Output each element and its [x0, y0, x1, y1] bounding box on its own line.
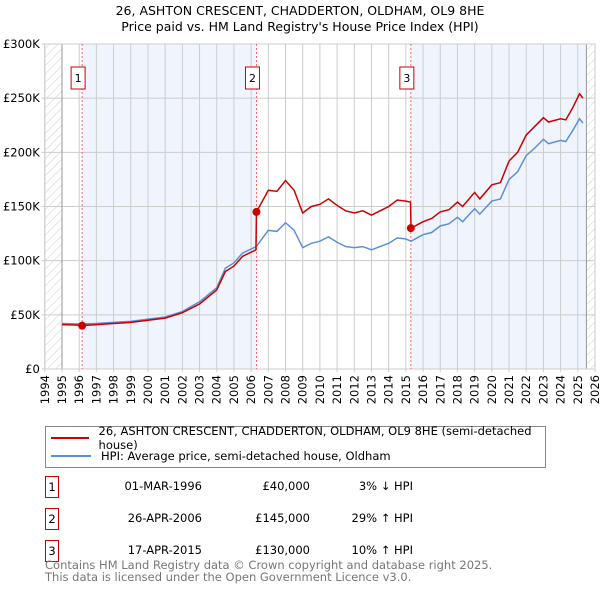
x-tick-label: 2023: [536, 375, 550, 404]
x-tick-label: 2024: [554, 375, 568, 404]
hpi-line: [61, 117, 584, 325]
x-tick-label: 2016: [416, 375, 430, 404]
sale-row: 2 26-APR-2006 £145,000 29% ↑ HPI: [45, 508, 565, 530]
x-tick-label: 2020: [485, 375, 499, 404]
x-tick-label: 1995: [55, 375, 69, 404]
legend-swatch-red: [51, 437, 89, 439]
y-tick-label: £150K: [3, 200, 40, 214]
y-tick-label: £300K: [3, 37, 40, 51]
sale-point: [252, 207, 261, 216]
x-tick-label: 2008: [279, 375, 293, 404]
legend-label: HPI: Average price, semi-detached house,…: [101, 449, 391, 463]
x-tick-label: 2005: [227, 375, 241, 404]
x-tick-label: 2021: [502, 375, 516, 404]
footer-line-2: This data is licensed under the Open Gov…: [45, 570, 412, 584]
sale-number: 3: [45, 540, 59, 562]
plot-area: 1994 1995 1996 1997 1998 1999 2000 2001 2002 2003…: [3, 37, 600, 404]
sale-date: 01-MAR-1996: [124, 479, 202, 493]
sale-label-number: 1: [75, 72, 82, 85]
x-tick-label: 1999: [124, 375, 138, 404]
x-tick-label: 2018: [450, 375, 464, 404]
y-tick-label: £100K: [3, 254, 40, 268]
legend: 26, ASHTON CRESCENT, CHADDERTON, OLDHAM,…: [45, 424, 546, 468]
x-tick-label: 2022: [519, 375, 533, 404]
x-tick-label: 2010: [313, 375, 327, 404]
x-tick-label: 2004: [210, 375, 224, 404]
sale-label-box: [399, 66, 415, 90]
sale-price: £130,000: [255, 543, 310, 557]
plot-border: [44, 43, 596, 370]
legend-item-hpi: HPI: Average price, semi-detached house,…: [51, 448, 391, 464]
x-tick-label: 2000: [141, 375, 155, 404]
sale-number: 1: [45, 476, 59, 498]
property-price-line: [61, 92, 584, 327]
x-tick-label: 2019: [468, 375, 482, 404]
x-tick-label: 2001: [158, 375, 172, 404]
x-tick-label: 2011: [330, 375, 344, 404]
x-tick-label: 1994: [38, 375, 52, 404]
x-tick-label: 2015: [399, 375, 413, 404]
x-tick-label: 2014: [382, 375, 396, 404]
sale-label-box: [70, 66, 86, 90]
sale-price: £40,000: [262, 479, 310, 493]
legend-item-property: 26, ASHTON CRESCENT, CHADDERTON, OLDHAM,…: [51, 424, 545, 452]
x-tick-label: 2009: [296, 375, 310, 404]
x-tick-label: 1997: [89, 375, 103, 404]
sale-row: 3 17-APR-2015 £130,000 10% ↑ HPI: [45, 540, 565, 562]
sale-label-number: 3: [403, 72, 410, 85]
x-tick-label: 2026: [588, 375, 600, 404]
footer-line-1: Contains HM Land Registry data © Crown c…: [45, 558, 493, 572]
y-tick-label: £250K: [3, 91, 40, 105]
y-tick-label: £200K: [3, 145, 40, 159]
sale-price: £145,000: [255, 511, 310, 525]
sale-hpi-diff: 10% ↑ HPI: [351, 543, 413, 557]
x-tick-label: 2003: [193, 375, 207, 404]
sale-point: [406, 224, 415, 233]
x-tick-label: 1998: [107, 375, 121, 404]
x-tick-label: 1996: [72, 375, 86, 404]
y-tick-label: £50K: [10, 308, 40, 322]
sale-date: 26-APR-2006: [127, 511, 202, 525]
chart-title: 26, ASHTON CRESCENT, CHADDERTON, OLDHAM,…: [115, 3, 485, 18]
sale-hpi-diff: 3% ↓ HPI: [358, 479, 413, 493]
x-tick-label: 2012: [347, 375, 361, 404]
sale-point: [78, 321, 87, 330]
chart-subtitle: Price paid vs. HM Land Registry's House …: [121, 19, 479, 34]
x-tick-label: 2017: [433, 375, 447, 404]
x-tick-label: 2007: [261, 375, 275, 404]
sale-number: 2: [45, 508, 59, 530]
legend-swatch-blue: [51, 455, 91, 457]
sale-row: 1 01-MAR-1996 £40,000 3% ↓ HPI: [45, 476, 565, 498]
y-tick-label: £0: [25, 362, 40, 376]
x-tick-label: 2002: [175, 375, 189, 404]
sale-label-number: 2: [249, 72, 256, 85]
sale-date: 17-APR-2015: [127, 543, 202, 557]
x-tick-label: 2013: [364, 375, 378, 404]
x-tick-label: 2025: [571, 375, 585, 404]
x-tick-label: 2006: [244, 375, 258, 404]
legend-label: 26, ASHTON CRESCENT, CHADDERTON, OLDHAM,…: [98, 424, 532, 452]
sale-label-box: [244, 66, 260, 90]
sale-hpi-diff: 29% ↑ HPI: [351, 511, 413, 525]
